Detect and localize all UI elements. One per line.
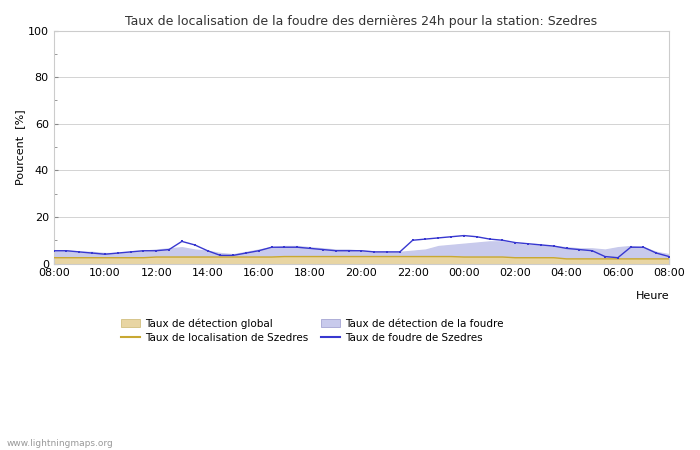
Title: Taux de localisation de la foudre des dernières 24h pour la station: Szedres: Taux de localisation de la foudre des de…: [125, 15, 597, 28]
Text: www.lightningmaps.org: www.lightningmaps.org: [7, 439, 113, 448]
Y-axis label: Pourcent  [%]: Pourcent [%]: [15, 109, 25, 185]
Text: Heure: Heure: [636, 292, 669, 302]
Legend: Taux de détection global, Taux de localisation de Szedres, Taux de détection de : Taux de détection global, Taux de locali…: [117, 314, 508, 347]
